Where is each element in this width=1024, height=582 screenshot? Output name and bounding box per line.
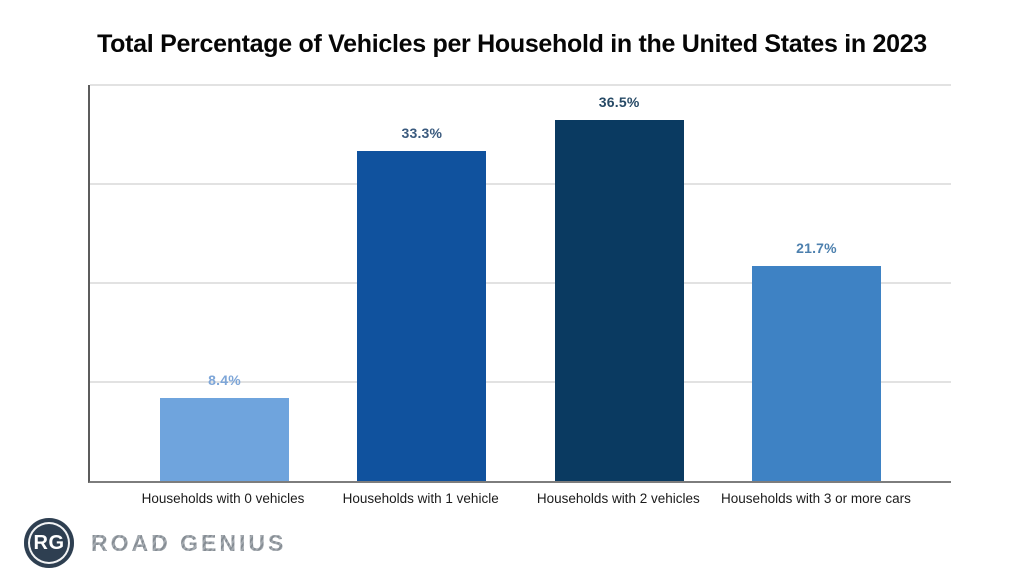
bar (357, 151, 487, 481)
brand-name: ROAD GENIUS (91, 529, 287, 556)
bar-value-label: 36.5% (598, 93, 640, 110)
chart-title: Total Percentage of Vehicles per Househo… (97, 30, 927, 58)
bar-column: 8.4% (160, 85, 289, 481)
brand-logo: RG ROAD GENIUS (24, 518, 286, 568)
bar-value-label: 21.7% (796, 240, 837, 257)
x-axis-label: Households with 3 or more cars (721, 491, 911, 506)
x-axis-label: Households with 2 vehicles (536, 491, 700, 506)
bar (751, 266, 881, 481)
bar-column: 21.7% (751, 85, 881, 481)
road-genius-monogram-icon: RG (24, 518, 74, 568)
x-axis-label: Households with 0 vehicles (141, 491, 305, 506)
x-axis-label: Households with 1 vehicle (342, 491, 499, 506)
bar (554, 119, 684, 481)
gridline (90, 381, 951, 383)
gridline (90, 84, 951, 86)
plot-area: 8.4% 33.3% 36.5% 21.7% (88, 84, 951, 483)
bar-value-label: 33.3% (401, 125, 443, 142)
bar-value-label: 8.4% (208, 371, 241, 388)
bars-row: 8.4% 33.3% 36.5% 21.7% (90, 85, 951, 481)
gridline (90, 183, 951, 185)
gridline (90, 282, 951, 284)
bar-column: 33.3% (357, 85, 487, 481)
bar (160, 397, 289, 481)
bar-column: 36.5% (554, 85, 684, 481)
x-axis-labels: Households with 0 vehicles Households wit… (88, 491, 951, 506)
